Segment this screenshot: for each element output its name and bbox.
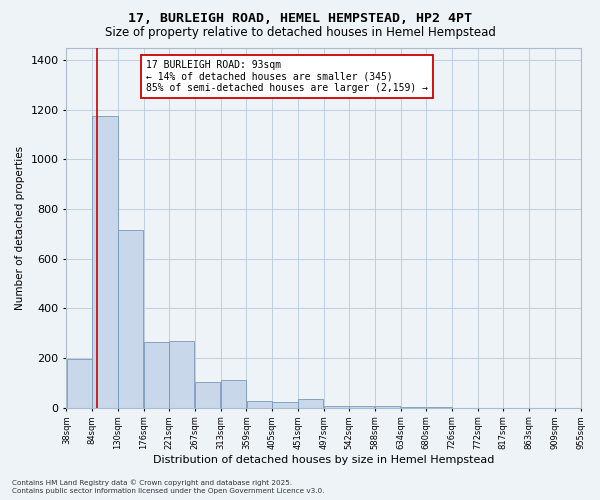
Bar — [298, 399, 323, 408]
Bar — [67, 360, 92, 408]
X-axis label: Distribution of detached houses by size in Hemel Hempstead: Distribution of detached houses by size … — [153, 455, 494, 465]
Bar — [221, 380, 246, 408]
Text: Contains HM Land Registry data © Crown copyright and database right 2025.
Contai: Contains HM Land Registry data © Crown c… — [12, 480, 325, 494]
Text: Size of property relative to detached houses in Hemel Hempstead: Size of property relative to detached ho… — [104, 26, 496, 39]
Bar — [324, 406, 349, 408]
Bar — [92, 116, 118, 408]
Text: 17, BURLEIGH ROAD, HEMEL HEMPSTEAD, HP2 4PT: 17, BURLEIGH ROAD, HEMEL HEMPSTEAD, HP2 … — [128, 12, 472, 26]
Bar — [144, 342, 169, 408]
Bar — [118, 230, 143, 408]
Y-axis label: Number of detached properties: Number of detached properties — [15, 146, 25, 310]
Bar — [375, 406, 400, 408]
Text: 17 BURLEIGH ROAD: 93sqm
← 14% of detached houses are smaller (345)
85% of semi-d: 17 BURLEIGH ROAD: 93sqm ← 14% of detache… — [146, 60, 428, 94]
Bar — [272, 402, 298, 408]
Bar — [195, 382, 220, 408]
Bar — [169, 340, 194, 408]
Bar — [349, 406, 374, 408]
Bar — [247, 401, 272, 408]
